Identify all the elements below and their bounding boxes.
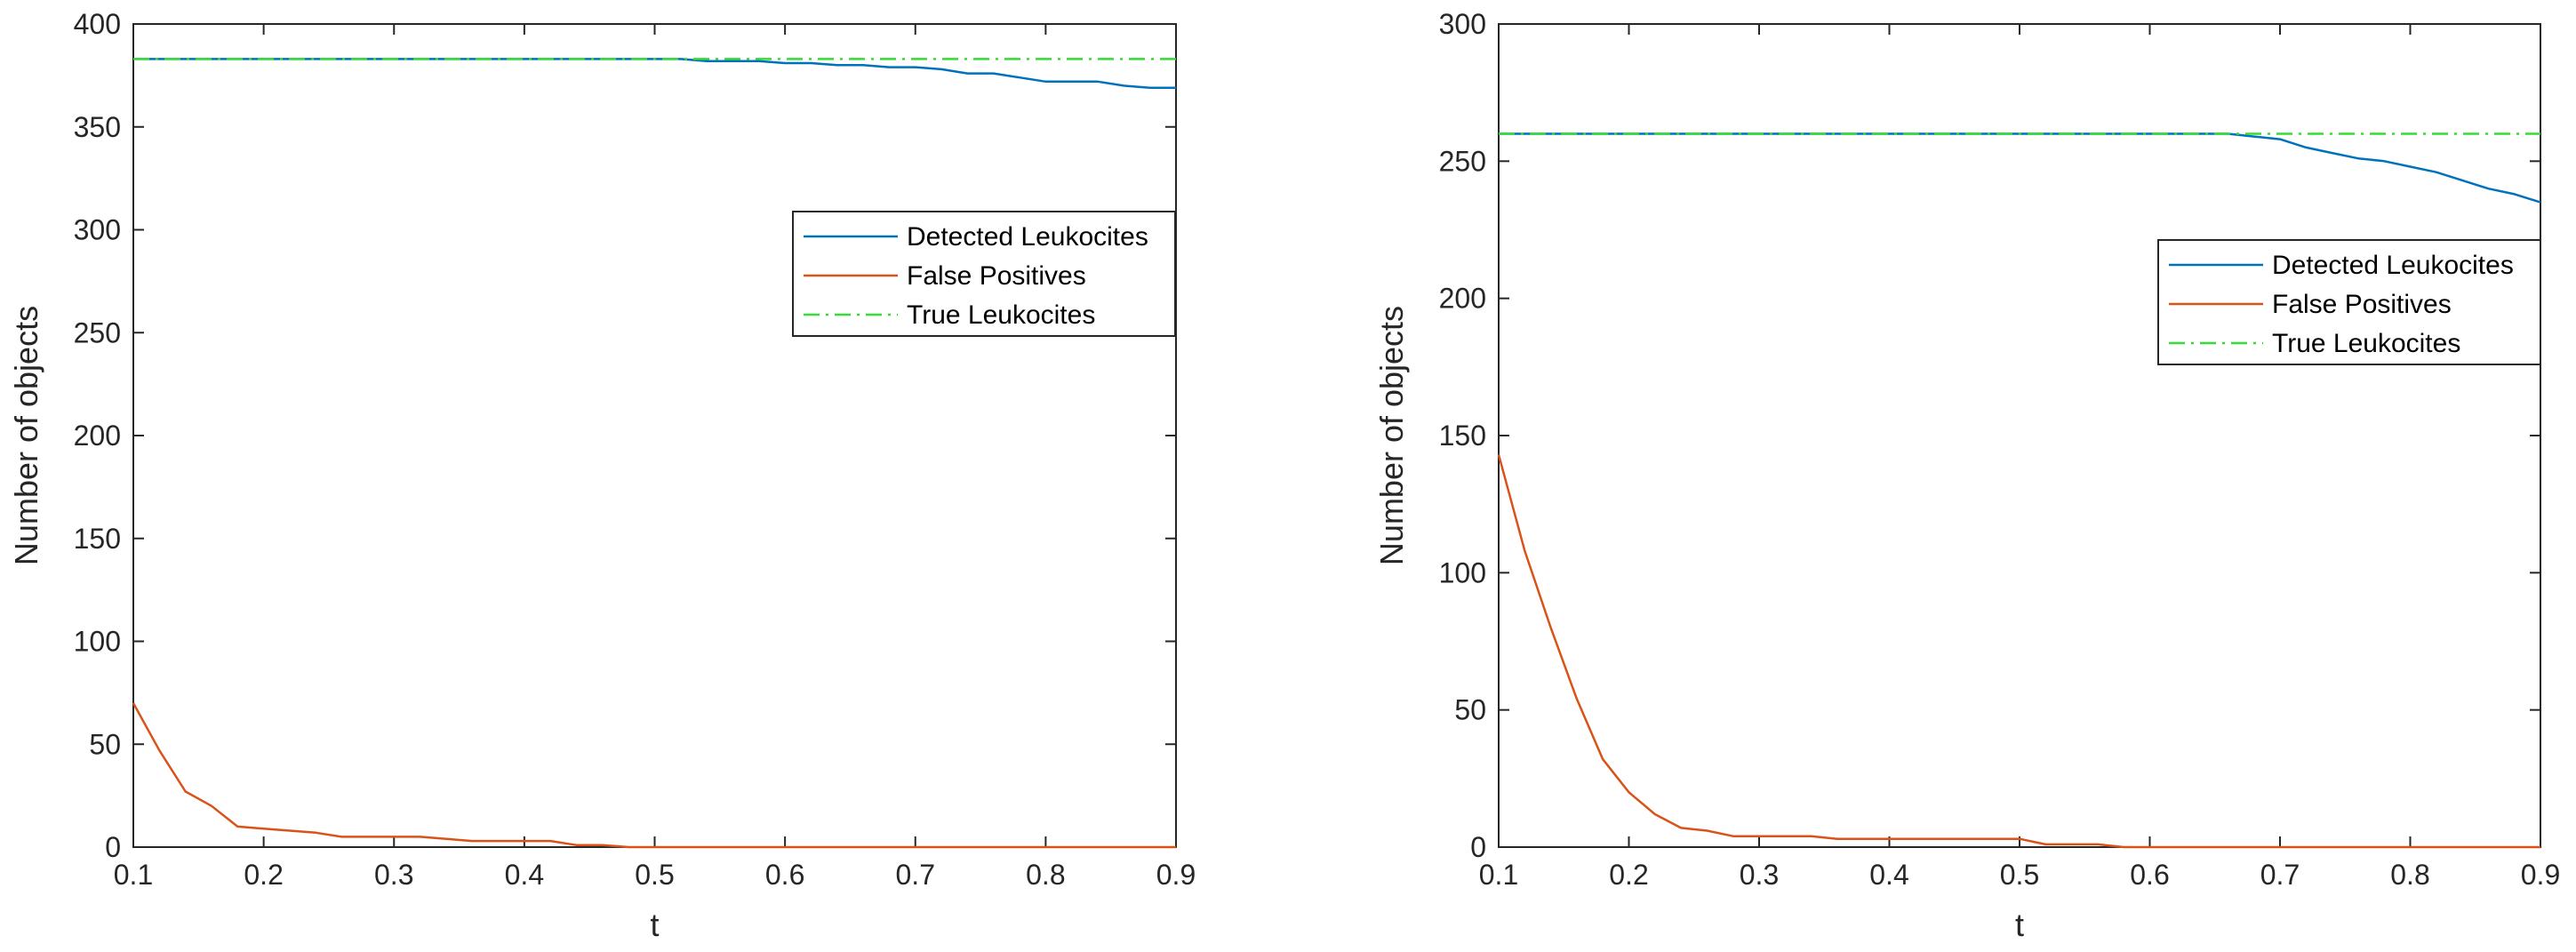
x-tick-label: 0.3 <box>374 859 413 891</box>
y-tick-label: 100 <box>1439 556 1486 588</box>
y-axis-label: Number of objects <box>8 306 44 565</box>
y-tick-label: 0 <box>105 831 121 863</box>
chart-1: 0.1 0.2 0.3 0.4 0.5 0.6 0.7 0.8 0.9 0 50 100 150 200 2… <box>8 8 1196 943</box>
legend: Detected Leukocites False Positives True L… <box>2157 239 2541 365</box>
legend-box <box>2157 239 2541 365</box>
chart-2: 0.1 0.2 0.3 0.4 0.5 0.6 0.7 0.8 0.9 0 50 100 150 200 2… <box>1373 8 2560 943</box>
series-line-false-positives <box>132 702 1176 849</box>
y-tick-label: 400 <box>74 8 121 40</box>
y-tick-label: 300 <box>1439 8 1486 40</box>
y-axis-label: Number of objects <box>1373 306 1410 565</box>
y-tick-label: 300 <box>74 214 121 246</box>
y-tick-label: 200 <box>1439 283 1486 315</box>
x-tick-label: 0.2 <box>1609 859 1648 891</box>
y-tick-label: 50 <box>89 728 121 760</box>
y-tick-label: 250 <box>1439 145 1486 177</box>
x-tick-label: 0.8 <box>2390 859 2429 891</box>
y-tick-label: 350 <box>74 111 121 143</box>
x-tick-label: 0.2 <box>244 859 283 891</box>
x-tick-label: 0.8 <box>1026 859 1065 891</box>
plot-area <box>132 23 1177 848</box>
x-tick-label: 0.9 <box>2521 859 2560 891</box>
x-axis-label: t <box>650 907 659 943</box>
y-tick-label: 250 <box>74 316 121 348</box>
y-tick-label: 150 <box>1439 420 1486 452</box>
x-tick-label: 0.1 <box>1479 859 1518 891</box>
x-tick-label: 0.6 <box>2130 859 2169 891</box>
legend-label: False Positives <box>907 261 1086 291</box>
x-tick-label: 0.9 <box>1156 859 1196 891</box>
legend: Detected Leukocites False Positives True L… <box>792 211 1176 337</box>
y-tick-label: 0 <box>1470 831 1486 863</box>
legend-label: Detected Leukocites <box>907 222 1148 252</box>
x-tick-label: 0.5 <box>2000 859 2039 891</box>
y-tick-label: 200 <box>74 420 121 452</box>
legend-label: Detected Leukocites <box>2272 251 2514 280</box>
x-tick-label: 0.7 <box>896 859 935 891</box>
plot-area <box>1498 23 2541 848</box>
y-tick-label: 100 <box>74 626 121 658</box>
x-tick-label: 0.3 <box>1740 859 1779 891</box>
x-tick-label: 0.1 <box>114 859 153 891</box>
y-tick-label: 50 <box>1454 694 1486 726</box>
x-tick-label: 0.5 <box>635 859 674 891</box>
y-tick-label: 150 <box>74 523 121 555</box>
x-axis-label: t <box>2015 907 2024 943</box>
legend-label: False Positives <box>2272 290 2452 319</box>
legend-box <box>792 211 1176 337</box>
x-tick-label: 0.4 <box>1869 859 1908 891</box>
x-tick-label: 0.6 <box>765 859 804 891</box>
legend-label: True Leukocites <box>907 300 1095 330</box>
x-tick-label: 0.7 <box>2260 859 2300 891</box>
series-line-false-positives <box>1497 454 2540 849</box>
legend-label: True Leukocites <box>2272 329 2460 358</box>
x-tick-label: 0.4 <box>505 859 544 891</box>
